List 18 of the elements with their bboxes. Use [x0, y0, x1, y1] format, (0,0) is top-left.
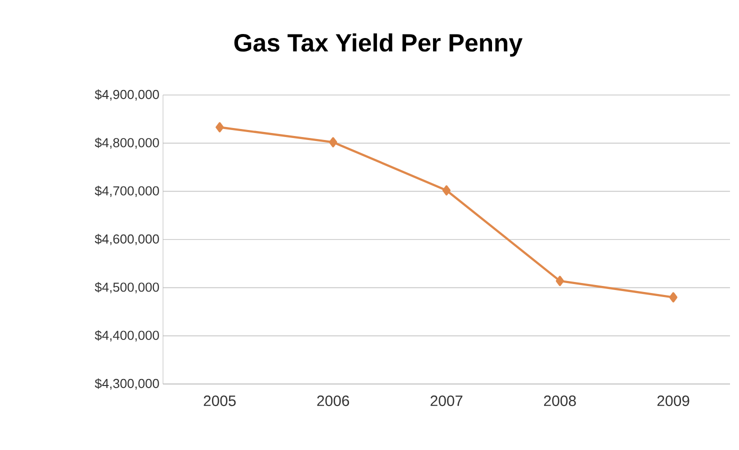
y-tick-label: $4,900,000 [94, 89, 159, 101]
x-tick-label: 2009 [657, 395, 690, 406]
point [329, 137, 338, 148]
y-tick-label: $4,500,000 [94, 282, 159, 294]
x-tick-label: 2008 [544, 395, 576, 406]
point [669, 292, 678, 302]
y-tick-label: $4,400,000 [94, 330, 159, 342]
x-tick-label: 2005 [204, 395, 236, 406]
y-tick-label: $4,600,000 [94, 234, 159, 246]
point [556, 276, 564, 286]
x-tick-label: 2007 [430, 395, 462, 406]
point [442, 185, 451, 196]
y-tick-label: $4,700,000 [94, 186, 159, 197]
point [216, 122, 224, 132]
x-tick-label: 2006 [317, 395, 350, 406]
y-tick-label: $4,800,000 [94, 138, 159, 149]
chart-title: Gas Tax Yield Per Penny [234, 33, 523, 57]
y-tick-label: $4,300,000 [94, 378, 159, 390]
